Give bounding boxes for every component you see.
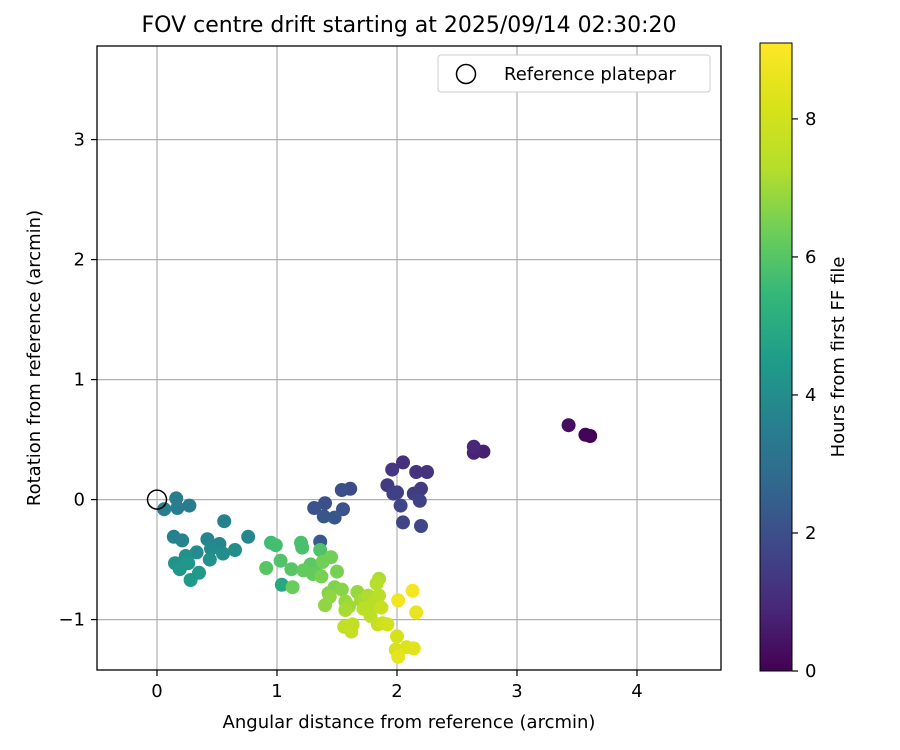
data-point	[369, 576, 384, 591]
data-point	[393, 498, 408, 513]
legend: Reference platepar	[437, 54, 711, 93]
data-point	[334, 582, 349, 597]
colorbar-tick-label: 0	[805, 661, 816, 682]
data-point	[386, 486, 401, 501]
x-tick-label: 1	[271, 681, 282, 702]
data-point	[391, 649, 406, 664]
data-point	[318, 496, 332, 511]
data-point	[420, 465, 434, 479]
y-tick-label: −1	[58, 610, 85, 631]
legend-marker-icon	[455, 63, 477, 85]
data-point	[374, 600, 389, 615]
data-point	[307, 501, 322, 515]
data-point	[268, 538, 283, 553]
data-point	[414, 519, 428, 533]
data-point	[390, 629, 404, 644]
data-point	[396, 455, 410, 470]
x-axis-label: Angular distance from reference (arcmin)	[223, 712, 596, 733]
data-point	[578, 427, 593, 442]
colorbar-ticks: 0 2 4 6 8	[792, 109, 816, 682]
grid	[97, 46, 721, 670]
data-point	[313, 543, 328, 557]
colorbar: 0 2 4 6 8 Hours from first FF file	[759, 42, 849, 682]
data-point	[318, 598, 332, 613]
plot-frame	[96, 45, 722, 671]
data-point	[241, 529, 256, 544]
y-axis-ticks: −1 0 1 2 3	[58, 130, 97, 631]
colorbar-tick-label: 6	[805, 247, 816, 268]
plot-area	[97, 46, 721, 670]
data-point	[327, 510, 342, 525]
data-point	[170, 501, 185, 515]
colorbar-tick-label: 2	[805, 523, 816, 544]
data-point	[385, 462, 400, 477]
data-point	[380, 617, 395, 632]
data-point	[273, 553, 288, 568]
data-point	[396, 515, 410, 530]
data-point	[334, 483, 349, 497]
colorbar-gradient	[759, 42, 793, 672]
chart-title: FOV centre drift starting at 2025/09/14 …	[142, 13, 677, 38]
data-point	[182, 498, 197, 513]
data-point	[175, 533, 190, 548]
data-point	[338, 603, 353, 617]
data-point	[315, 555, 330, 569]
data-point	[561, 418, 576, 433]
data-point	[284, 562, 299, 577]
y-tick-label: 3	[74, 130, 85, 151]
reference-marker	[146, 489, 168, 510]
data-point	[183, 573, 198, 587]
data-point	[274, 577, 289, 592]
x-tick-label: 4	[631, 681, 642, 702]
legend-box	[437, 54, 711, 93]
y-tick-label: 2	[74, 250, 85, 271]
data-point	[189, 545, 204, 560]
data-point	[372, 588, 386, 603]
data-point	[391, 593, 406, 608]
data-point	[202, 552, 217, 567]
data-point	[204, 541, 218, 556]
x-tick-label: 2	[391, 681, 402, 702]
y-tick-label: 1	[74, 370, 85, 391]
data-point	[295, 540, 310, 555]
colorbar-tick-label: 4	[805, 385, 816, 406]
data-point	[285, 580, 300, 595]
data-point	[316, 509, 331, 524]
data-point	[314, 569, 329, 584]
data-point	[405, 583, 420, 598]
data-point	[216, 546, 230, 561]
data-point	[217, 514, 232, 529]
data-point	[412, 493, 427, 508]
colorbar-label: Hours from first FF file	[828, 257, 849, 458]
x-axis-ticks: 0 1 2 3 4	[151, 670, 643, 702]
legend-label: Reference platepar	[504, 64, 676, 85]
y-axis-label: Rotation from reference (arcmin)	[24, 210, 45, 506]
data-point	[344, 624, 359, 639]
data-point	[157, 502, 172, 517]
data-point	[406, 641, 421, 656]
data-point	[259, 561, 274, 575]
data-point	[228, 543, 242, 557]
colorbar-tick-label: 8	[805, 109, 816, 130]
data-points	[157, 418, 598, 664]
data-point	[409, 465, 424, 479]
y-tick-label: 0	[74, 490, 85, 511]
data-point	[330, 564, 344, 579]
data-point	[466, 439, 481, 454]
x-tick-label: 3	[511, 681, 522, 702]
data-point	[172, 562, 187, 577]
data-point	[409, 605, 424, 620]
x-tick-label: 0	[151, 681, 162, 702]
